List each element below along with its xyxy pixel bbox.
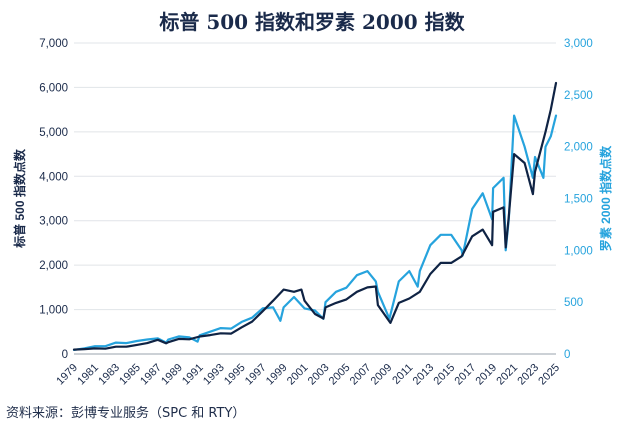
y-tick-right: 0 xyxy=(564,349,570,361)
x-tick-label: 2013 xyxy=(411,362,437,388)
x-tick-label: 1989 xyxy=(159,362,185,388)
y-tick-right: 2,000 xyxy=(564,142,593,154)
x-tick-label: 2017 xyxy=(452,362,478,388)
x-tick-label: 2005 xyxy=(327,362,353,388)
x-tick-label: 2003 xyxy=(306,362,332,388)
russell-2000-line xyxy=(72,114,558,351)
chart-plot: 0 1,000 2,000 3,000 4,000 5,000 6,000 7,000 0 500… xyxy=(12,38,613,388)
y-tick-left: 7,000 xyxy=(39,38,68,50)
x-tick-label: 2011 xyxy=(390,362,415,387)
x-tick-label: 2015 xyxy=(432,362,458,388)
x-tick-label: 1995 xyxy=(222,362,248,388)
x-tick-label: 1999 xyxy=(264,362,290,388)
y-tick-right: 2,500 xyxy=(564,90,593,102)
y-tick-right: 1,000 xyxy=(564,245,593,257)
y-tick-right: 1,500 xyxy=(564,194,593,206)
y-tick-right: 500 xyxy=(564,297,583,309)
x-tick-label: 2001 xyxy=(285,362,311,388)
x-tick-label: 1993 xyxy=(201,362,227,388)
x-tick-label: 2019 xyxy=(473,362,499,388)
x-tick-label: 1991 xyxy=(180,362,206,388)
x-tick-label: 1979 xyxy=(54,362,80,388)
y-tick-right: 3,000 xyxy=(564,38,593,50)
y-tick-left: 0 xyxy=(62,349,68,361)
y-axis-title-right: 罗素 2000 指数点数 xyxy=(598,145,613,251)
x-tick-label: 1985 xyxy=(117,362,143,388)
y-tick-left: 6,000 xyxy=(39,82,68,94)
x-tick-label: 2025 xyxy=(536,362,562,388)
sp500-line xyxy=(72,81,558,351)
x-tick-label: 1997 xyxy=(243,362,269,388)
y-tick-left: 4,000 xyxy=(39,171,68,183)
x-tick-label: 2009 xyxy=(369,362,395,388)
source-note: 资料来源：彭博专业服务（SPC 和 RTY） xyxy=(6,406,246,421)
y-tick-left: 2,000 xyxy=(39,260,68,272)
y-tick-left: 1,000 xyxy=(39,305,68,317)
chart-title: 标普 500 指数和罗素 2000 指数 xyxy=(159,10,465,34)
y-axis-title-left: 标普 500 指数点数 xyxy=(12,148,27,249)
y-tick-left: 3,000 xyxy=(39,216,68,228)
x-tick-label: 2023 xyxy=(515,362,541,388)
y-tick-left: 5,000 xyxy=(39,127,68,139)
x-tick-label: 2007 xyxy=(348,362,374,388)
x-tick-label: 1981 xyxy=(75,362,101,388)
x-tick-label: 1987 xyxy=(138,362,164,388)
x-tick-label: 1983 xyxy=(96,362,122,388)
x-tick-label: 2021 xyxy=(494,362,520,388)
